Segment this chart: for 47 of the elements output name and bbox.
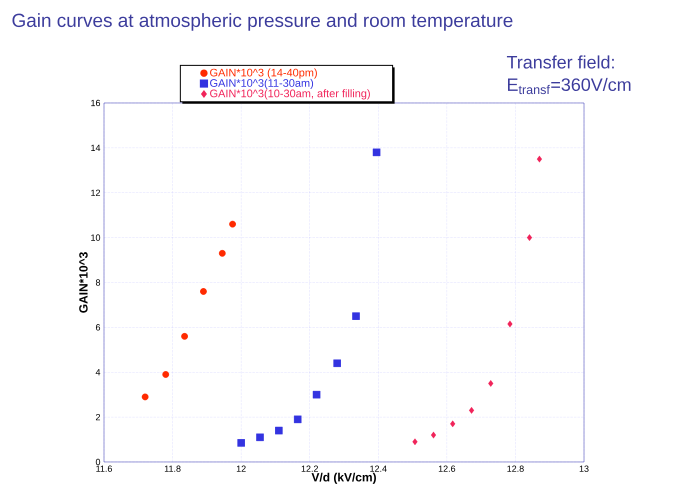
point bbox=[256, 434, 264, 442]
point bbox=[162, 371, 170, 378]
point bbox=[372, 148, 380, 156]
y-tick-label: 2 bbox=[96, 414, 100, 420]
point bbox=[312, 390, 320, 398]
point bbox=[507, 320, 513, 328]
point bbox=[333, 359, 341, 368]
y-tick-label: 8 bbox=[96, 279, 100, 286]
point bbox=[468, 406, 474, 414]
point bbox=[450, 420, 456, 428]
point bbox=[142, 394, 149, 400]
x-tick-label: 11.8 bbox=[164, 466, 181, 472]
x-tick-label: 13 bbox=[580, 466, 589, 472]
y-tick-label: 6 bbox=[96, 324, 100, 331]
point bbox=[352, 312, 360, 320]
y-tick-label: 14 bbox=[91, 144, 100, 151]
point bbox=[181, 332, 188, 340]
point bbox=[294, 416, 302, 424]
x-tick-label: 12.6 bbox=[438, 466, 456, 472]
legend-label: GAIN*10^3 (14-40pm) bbox=[210, 68, 317, 79]
y-tick-label: 0 bbox=[96, 458, 100, 466]
y-tick-label: 12 bbox=[91, 190, 100, 196]
point bbox=[200, 288, 207, 295]
point bbox=[229, 220, 236, 228]
y-axis-title: GAIN*10^3 bbox=[79, 252, 88, 313]
y-tick-label: 10 bbox=[91, 234, 100, 241]
point bbox=[237, 439, 245, 447]
text: Transfer field: bbox=[506, 55, 614, 69]
legend-label: GAIN*10^3(11-30am) bbox=[210, 78, 314, 90]
point bbox=[526, 234, 532, 242]
text: E$_{transf}$=360V/cm bbox=[508, 78, 630, 94]
point bbox=[430, 432, 436, 438]
x-tick-label: 12.2 bbox=[302, 466, 318, 472]
point bbox=[412, 438, 418, 446]
legend-label: GAIN*10^3(10-30am, after filling) bbox=[210, 89, 370, 100]
point bbox=[536, 156, 542, 162]
x-tick-label: 12.8 bbox=[507, 466, 524, 472]
x-axis-title: V/d (kV/cm) bbox=[312, 472, 376, 484]
y-tick-label: 16 bbox=[91, 100, 100, 106]
x-tick-label: 11.6 bbox=[96, 466, 112, 472]
x-tick-label: 12 bbox=[236, 466, 246, 472]
point bbox=[488, 380, 494, 387]
y-tick-label: 4 bbox=[96, 369, 100, 376]
x-tick-label: 12.4 bbox=[370, 466, 387, 472]
point bbox=[218, 250, 226, 257]
point bbox=[275, 426, 283, 434]
chart-title: Gain curves at atmospheric pressure and room temperature bbox=[12, 13, 512, 31]
